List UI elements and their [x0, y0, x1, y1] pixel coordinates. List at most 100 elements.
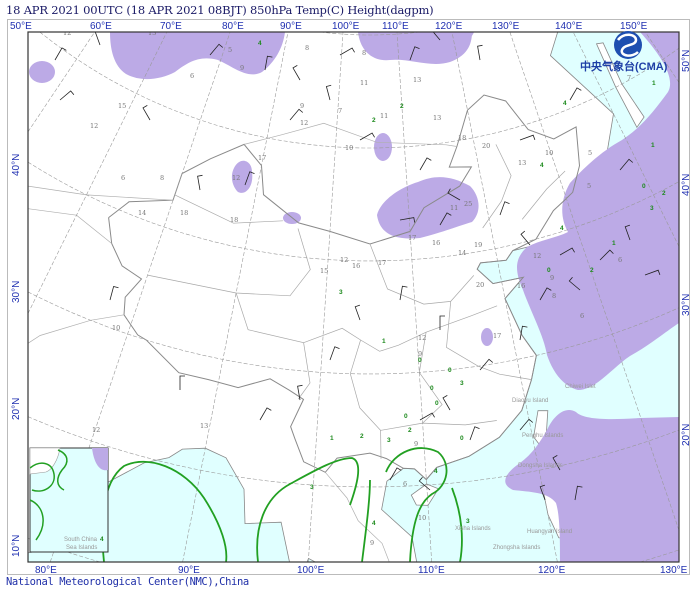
station-temp-label: 12 — [90, 122, 98, 130]
station-temp-label: 11 — [360, 79, 368, 87]
parallel-line — [28, 416, 679, 488]
province-border — [303, 305, 498, 352]
lon-label-top: 90°E — [280, 21, 302, 32]
island-label: Dongsha Islands — [518, 463, 563, 469]
wind-barb — [389, 467, 402, 481]
wind-barb — [359, 132, 375, 141]
wind-barb — [479, 358, 494, 371]
station-temp-label: 25 — [464, 200, 472, 208]
inset-contour — [29, 499, 44, 541]
wind-barb — [289, 108, 304, 121]
wind-barb — [419, 157, 432, 171]
wind-barb — [519, 325, 528, 341]
island-label: Penghu Islands — [522, 433, 563, 439]
station-temp-label: 9 — [370, 539, 374, 547]
wind-barb — [552, 455, 561, 471]
wind-barb — [399, 285, 408, 301]
lon-label-bottom: 120°E — [538, 565, 566, 576]
station-temp-label: 17 — [378, 259, 386, 267]
station-temp-label: 15 — [320, 267, 328, 275]
station-temp-label: 13 — [433, 114, 441, 122]
wind-barb — [477, 44, 483, 61]
landmass — [410, 483, 439, 506]
station-temp-label: 4 — [563, 100, 567, 107]
wind-barb — [297, 384, 303, 401]
wind-barb — [409, 46, 420, 61]
credit-text: National Meteorological Center(NMC),Chin… — [6, 576, 249, 588]
lat-label-left: 30°N — [11, 281, 22, 303]
lat-label-right: 40°N — [681, 174, 692, 196]
wind-barb — [447, 188, 461, 201]
lat-label-left: 40°N — [11, 154, 22, 176]
station-temp-label: 3 — [650, 205, 654, 212]
station-temp-label: 0 — [547, 267, 551, 274]
station-temp-label: 9 — [240, 64, 244, 72]
wind-barb — [569, 87, 582, 101]
station-temp-label: 2 — [360, 433, 364, 440]
shading-area — [374, 133, 392, 161]
station-temp-label: 9 — [414, 440, 418, 448]
lon-label-bottom: 130°E — [660, 565, 688, 576]
wind-barb — [354, 304, 361, 321]
lon-label-top: 110°E — [382, 21, 409, 32]
station-temp-label: 0 — [430, 385, 434, 392]
height-contour — [451, 487, 463, 562]
temperature-shading-layer — [29, 32, 679, 562]
height-contour — [361, 479, 371, 562]
station-temp-label: 5 — [587, 182, 591, 190]
station-temp-label: 9 — [550, 274, 554, 282]
station-temp-label: 6 — [190, 72, 194, 80]
china-border — [108, 94, 581, 481]
lon-label-bottom: 90°E — [178, 565, 200, 576]
parallel-line — [320, 32, 420, 36]
wind-barb — [442, 395, 451, 411]
wind-barb — [259, 407, 272, 421]
height-contour — [385, 447, 448, 562]
province-border — [174, 194, 283, 224]
parallel-line — [28, 161, 679, 262]
station-temp-label: 11 — [450, 204, 458, 212]
station-temp-label: 9 — [418, 350, 422, 358]
station-temp-label: 4 — [540, 162, 544, 169]
station-temp-label: 4 — [434, 468, 438, 475]
shading-area — [231, 160, 253, 193]
inset-label: South China — [64, 537, 98, 543]
wind-barb — [179, 375, 185, 390]
station-temp-label: 10 — [545, 149, 553, 157]
wind-barb — [432, 32, 441, 41]
lon-label-top: 150°E — [620, 21, 648, 32]
station-temp-label: 10 — [418, 514, 426, 522]
lat-label-left: 20°N — [11, 398, 22, 420]
station-temp-label: 14 — [138, 209, 146, 217]
station-temp-label: 20 — [476, 281, 484, 289]
station-temp-label: 8 — [305, 44, 309, 52]
station-temp-label: 12 — [232, 174, 240, 182]
island-labels: Chiwei Islet Diaoyu Island Penghu Island… — [455, 384, 596, 551]
station-temp-label: 2 — [372, 117, 376, 124]
station-temp-label: 3 — [466, 518, 470, 525]
station-temp-label: 8 — [552, 292, 556, 300]
lat-label-right: 50°N — [681, 50, 692, 72]
station-temp-label: 20 — [482, 142, 490, 150]
wind-barb — [539, 287, 552, 301]
station-temp-label: 15 — [118, 102, 126, 110]
island-label: Huangyan Island — [527, 529, 572, 535]
station-temp-label: 10 — [112, 324, 120, 332]
wind-barb — [244, 171, 255, 186]
island-label: Diaoyu Island — [512, 398, 548, 404]
station-temp-label: 11 — [380, 112, 388, 120]
shading-area — [29, 61, 55, 83]
wind-barb — [197, 174, 203, 191]
lon-label-top: 100°E — [332, 21, 360, 32]
lon-label-top: 50°E — [10, 21, 32, 32]
map-title: 18 APR 2021 00UTC (18 APR 2021 08BJT) 85… — [6, 3, 434, 17]
boundary-layer — [28, 94, 581, 562]
meridian-line — [645, 32, 679, 83]
cma-logo-text: 中央气象台(CMA) — [580, 61, 668, 73]
station-temp-label: 7 — [338, 107, 342, 115]
parallel-line — [28, 291, 679, 375]
height-contour — [256, 457, 360, 562]
station-temp-label: 8 — [362, 49, 366, 57]
station-temp-label: 3 — [387, 437, 391, 444]
